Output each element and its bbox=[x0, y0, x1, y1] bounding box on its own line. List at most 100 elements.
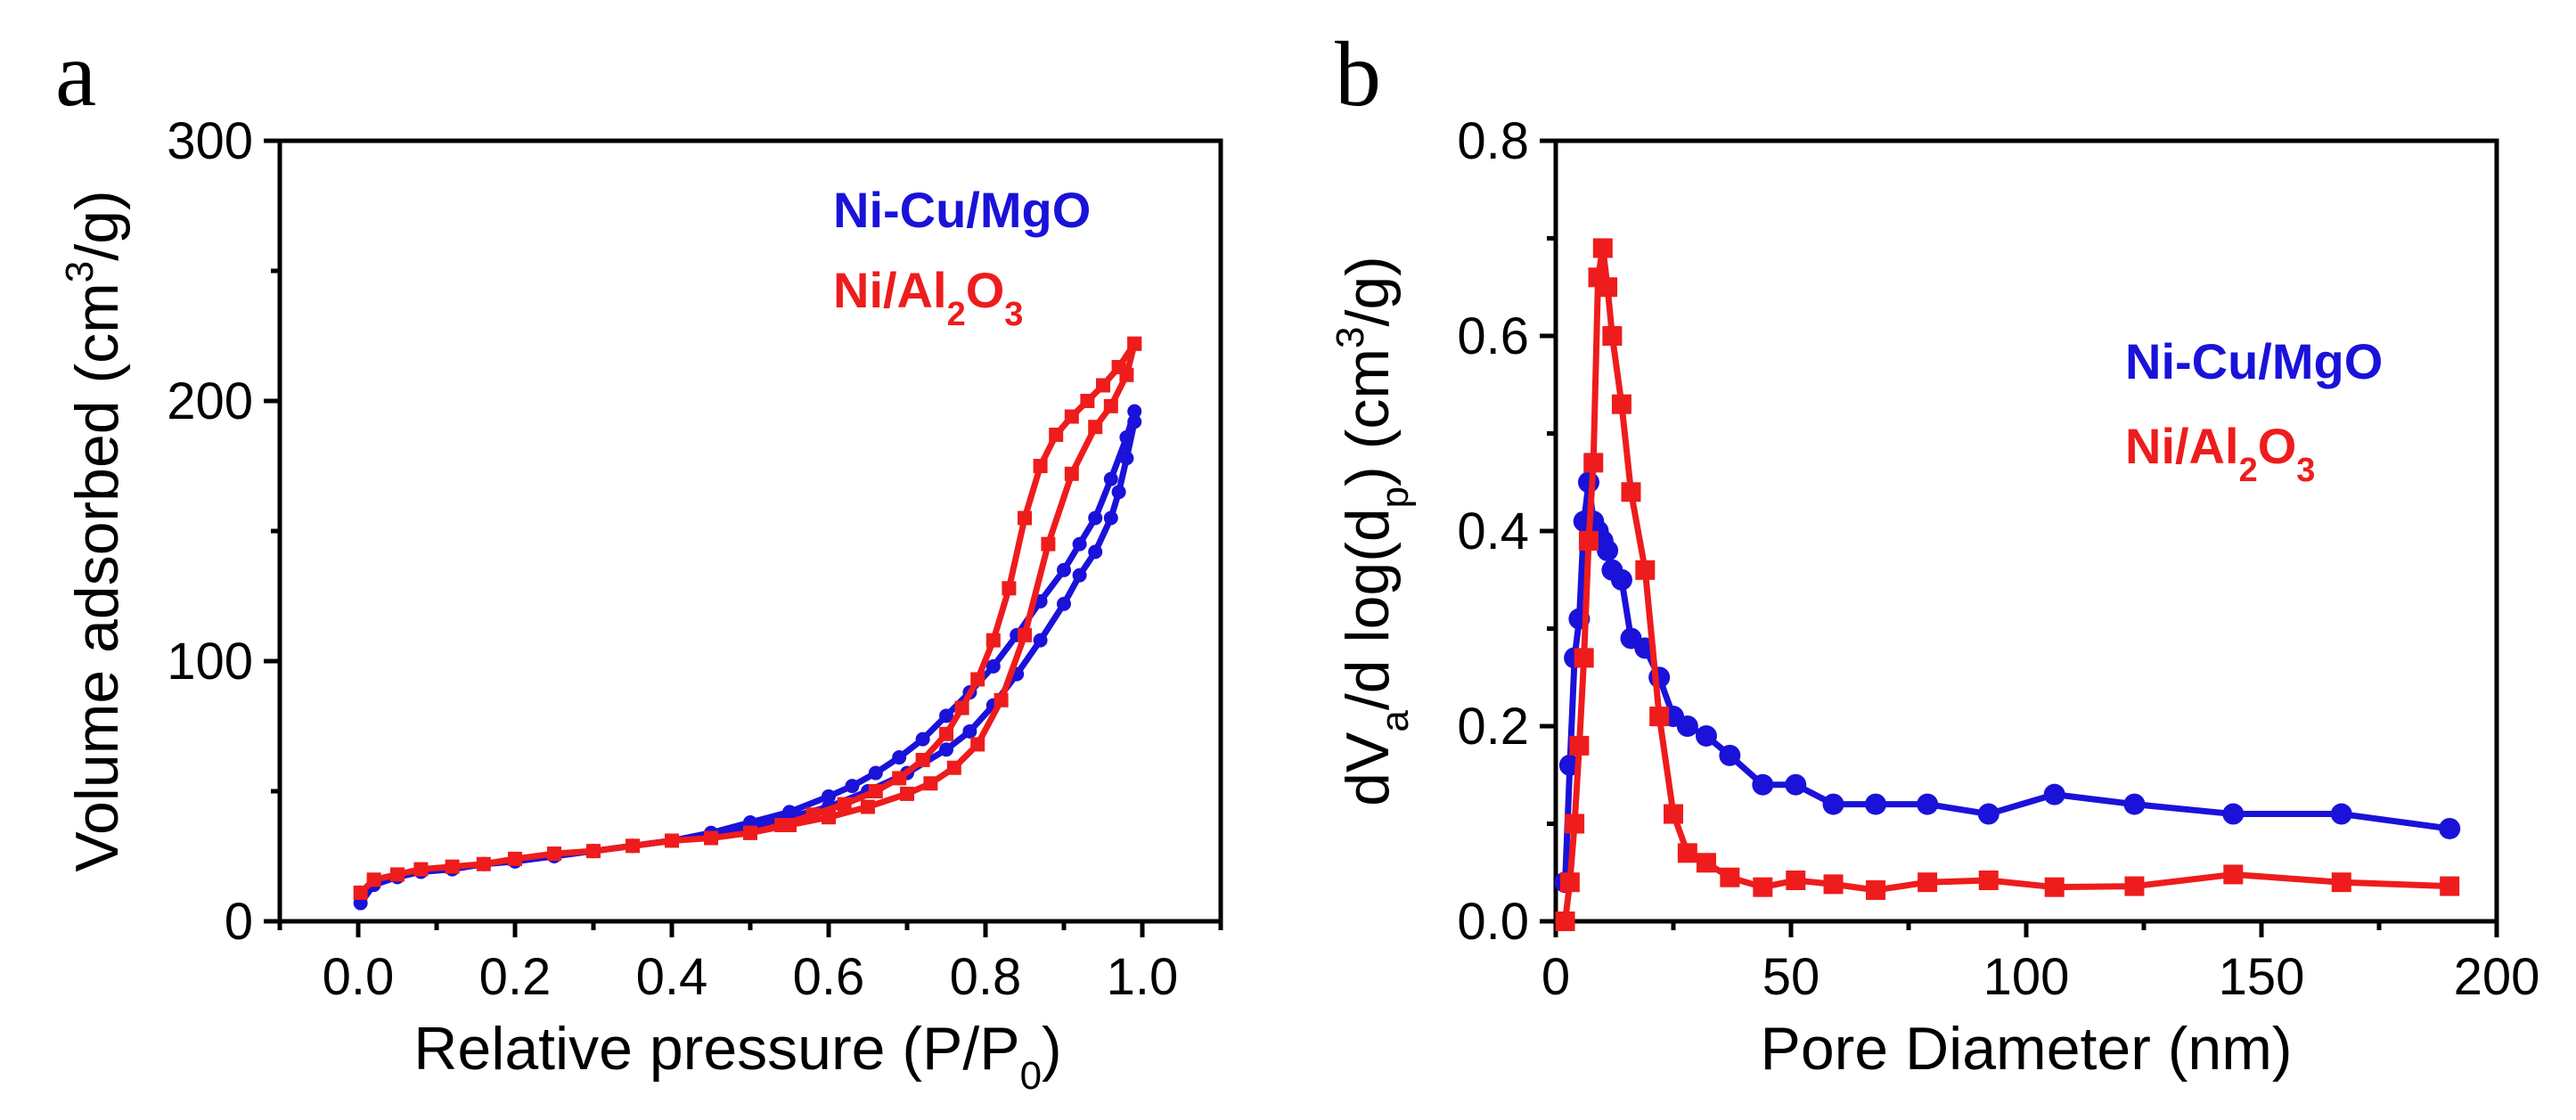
panel-a-xlabel-sub: 0 bbox=[1020, 1054, 1042, 1098]
y-tick-label: 0.4 bbox=[1457, 503, 1529, 560]
data-point bbox=[822, 789, 836, 804]
x-tick-label: 200 bbox=[2454, 948, 2540, 1006]
data-point bbox=[1602, 326, 1623, 346]
data-point bbox=[1559, 872, 1580, 893]
panel-a-ylabel-sup: 3 bbox=[58, 261, 102, 282]
data-point bbox=[1088, 544, 1103, 560]
panel-a-ylabel-main: Volume adsorbed (cm bbox=[63, 282, 131, 871]
data-point bbox=[586, 844, 601, 859]
data-point bbox=[970, 672, 985, 687]
panel-a-legend-nial: Ni/Al2O3 bbox=[833, 262, 1023, 333]
series-line bbox=[593, 410, 1138, 854]
data-point bbox=[1565, 813, 1585, 834]
y-tick-label: 300 bbox=[167, 112, 253, 170]
x-tick-label: 100 bbox=[1983, 948, 2070, 1006]
data-point bbox=[1677, 843, 1697, 863]
data-point bbox=[939, 742, 953, 757]
data-point bbox=[1033, 633, 1048, 648]
data-point bbox=[1569, 735, 1590, 756]
data-point bbox=[445, 859, 460, 874]
data-point bbox=[1057, 562, 1071, 577]
data-point bbox=[1002, 581, 1017, 596]
x-tick-label: 0.6 bbox=[793, 948, 865, 1006]
data-point bbox=[1072, 536, 1087, 552]
data-point bbox=[1866, 879, 1886, 900]
data-point bbox=[939, 726, 953, 741]
data-point bbox=[892, 771, 907, 786]
data-point bbox=[1049, 427, 1064, 442]
data-point bbox=[994, 692, 1009, 707]
x-tick-label: 150 bbox=[2219, 948, 2305, 1006]
data-point bbox=[1786, 871, 1806, 891]
y-tick-label: 0.6 bbox=[1457, 307, 1529, 365]
panel-b-ylabel-p6: /g) bbox=[1334, 256, 1402, 326]
data-point bbox=[626, 838, 640, 854]
data-point bbox=[2124, 876, 2145, 896]
data-point bbox=[985, 658, 1001, 674]
panel-b-legend-nial: Ni/Al2O3 bbox=[2125, 418, 2315, 489]
y-tick-label: 0.2 bbox=[1457, 698, 1529, 756]
panel-b-x-axis-label: Pore Diameter (nm) bbox=[1760, 1015, 2292, 1083]
x-tick-label: 0.8 bbox=[950, 948, 1022, 1006]
data-point bbox=[782, 805, 797, 820]
data-point bbox=[946, 760, 961, 775]
panel-a-x-axis-label: Relative pressure (P/P0) bbox=[413, 1015, 1061, 1098]
data-point bbox=[868, 784, 883, 798]
panel-a-xlabel-end: ) bbox=[1042, 1015, 1062, 1083]
data-point bbox=[413, 862, 429, 877]
data-point bbox=[774, 817, 789, 832]
data-point bbox=[1719, 744, 1741, 766]
data-point bbox=[923, 776, 938, 791]
data-point bbox=[915, 752, 930, 767]
data-point bbox=[1555, 912, 1575, 931]
data-point bbox=[1072, 568, 1087, 583]
y-tick-label: 0.8 bbox=[1457, 112, 1529, 170]
panel-b: b 0 50 100 150 200 0.0 0.2 0.4 0.6 0.8 dVa/d log(… bbox=[1329, 23, 2539, 1083]
data-point bbox=[743, 825, 757, 840]
data-point bbox=[845, 779, 860, 794]
x-tick-label: 0.2 bbox=[479, 948, 552, 1006]
data-point bbox=[1785, 773, 1807, 796]
data-point bbox=[1057, 596, 1071, 611]
panel-b-legend-nicu: Ni-Cu/MgO bbox=[2125, 333, 2383, 389]
data-point bbox=[2222, 803, 2245, 825]
data-point bbox=[1611, 394, 1631, 414]
panel-a-legend-nial-mid: O bbox=[966, 262, 1005, 318]
data-point bbox=[1977, 803, 1999, 825]
data-point bbox=[2439, 817, 2461, 839]
panel-a-y-axis-label: Volume adsorbed (cm3/g) bbox=[58, 190, 131, 871]
data-point bbox=[1597, 539, 1619, 561]
data-point bbox=[1018, 511, 1032, 526]
series-line bbox=[1562, 478, 2450, 883]
data-point bbox=[1598, 277, 1618, 298]
data-point bbox=[1119, 429, 1134, 445]
data-point bbox=[1635, 560, 1656, 580]
y-tick-label: 0.0 bbox=[1457, 893, 1529, 951]
data-point bbox=[2123, 793, 2146, 815]
data-point bbox=[1649, 707, 1670, 727]
data-point bbox=[1111, 485, 1126, 500]
data-point bbox=[861, 799, 875, 814]
data-point bbox=[1064, 466, 1079, 481]
data-point bbox=[476, 856, 491, 871]
data-point bbox=[900, 786, 914, 801]
data-point bbox=[1088, 420, 1103, 435]
panel-b-legend-nial-a: Ni/Al bbox=[2125, 418, 2239, 474]
panel-b-series bbox=[1554, 238, 2461, 931]
data-point bbox=[1111, 360, 1126, 375]
panel-a-legend-nicu: Ni-Cu/MgO bbox=[833, 182, 1091, 238]
data-point bbox=[547, 846, 561, 862]
data-point bbox=[2440, 876, 2460, 896]
x-tick-label: 1.0 bbox=[1107, 948, 1179, 1006]
data-point bbox=[1103, 471, 1118, 486]
data-point bbox=[970, 737, 985, 752]
data-point bbox=[915, 732, 930, 747]
data-point bbox=[508, 851, 522, 866]
panel-a-legend-nial-sub2: 3 bbox=[1004, 296, 1023, 333]
data-point bbox=[1720, 867, 1740, 887]
panel-a-legend-nial-a: Ni/Al bbox=[833, 262, 947, 318]
panel-a-plot-frame bbox=[277, 138, 1223, 924]
data-point bbox=[2044, 877, 2065, 897]
panel-b-y-axis-label: dVa/d log(dp) (cm3/g) bbox=[1329, 256, 1417, 806]
